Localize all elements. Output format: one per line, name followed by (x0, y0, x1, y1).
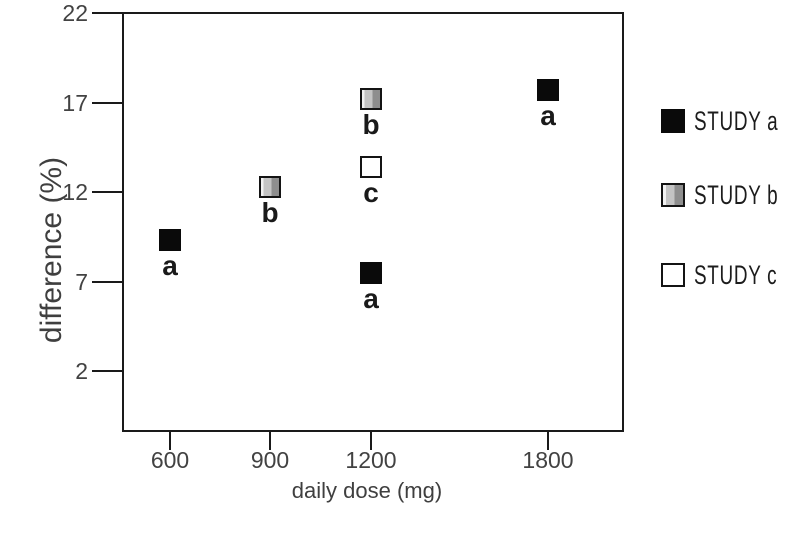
data-point-label: b (261, 196, 279, 228)
data-point-a (537, 78, 559, 101)
legend-swatch (661, 263, 685, 287)
y-tick-label: 2 (75, 358, 88, 384)
legend-label: STUDY c (694, 259, 778, 290)
legend-label: STUDY b (694, 179, 779, 210)
y-tick-mark (92, 101, 122, 104)
x-tick-label: 1200 (345, 447, 397, 473)
y-tick-label: 12 (62, 179, 88, 205)
legend-swatch (661, 109, 685, 133)
legend-item-2: STUDY b (661, 179, 795, 210)
data-point-c (360, 155, 382, 178)
data-point-label: c (363, 176, 379, 208)
y-tick-label: 17 (62, 89, 88, 116)
x-tick-label: 600 (150, 447, 190, 473)
x-axis-title: daily dose (mg) (291, 478, 443, 503)
legend-label: STUDY a (694, 105, 779, 136)
data-point-b (360, 87, 382, 110)
y-tick-mark (92, 191, 122, 193)
x-tick-mark (370, 432, 372, 450)
data-point-label: b (362, 108, 380, 140)
x-tick-mark (169, 432, 171, 450)
y-tick-label: 7 (75, 268, 88, 295)
data-point-label: a (162, 250, 178, 282)
data-point-label: a (540, 99, 556, 131)
legend-swatch (661, 183, 685, 207)
x-tick-label: 1800 (522, 447, 574, 473)
data-point-a (159, 229, 181, 252)
legend-item-3: STUDY c (661, 259, 795, 290)
y-axis-title: difference (%) (35, 156, 68, 344)
data-point-b (259, 175, 281, 198)
y-tick-mark (92, 280, 122, 283)
y-tick-mark (92, 370, 122, 372)
x-tick-mark (269, 432, 271, 450)
data-point-a (360, 261, 382, 284)
data-point-label: a (363, 282, 379, 314)
legend-item-1: STUDY a (661, 105, 795, 136)
y-tick-mark (92, 12, 122, 14)
x-tick-mark (547, 432, 549, 450)
y-tick-label: 22 (62, 0, 88, 26)
plot-area (122, 12, 624, 432)
x-tick-label: 900 (250, 447, 290, 473)
